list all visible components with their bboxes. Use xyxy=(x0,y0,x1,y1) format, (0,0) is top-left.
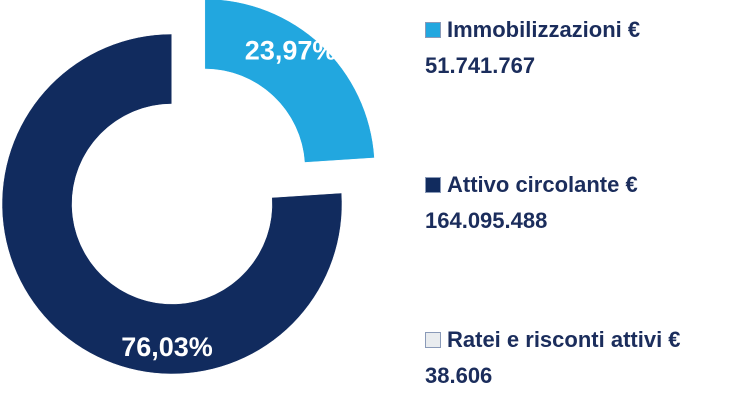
legend-entry: Attivo circolante € 164.095.488 xyxy=(425,167,725,239)
legend-label: Attivo circolante € 164.095.488 xyxy=(425,172,638,233)
legend-label: Immobilizzazioni € 51.741.767 xyxy=(425,17,641,78)
legend-entry: Immobilizzazioni € 51.741.767 xyxy=(425,12,725,84)
legend-entry: Ratei e risconti attivi € 38.606 xyxy=(425,322,725,394)
doughnut-slice xyxy=(204,0,375,163)
legend-swatch xyxy=(425,332,441,348)
legend-swatch xyxy=(425,22,441,38)
legend-label: Ratei e risconti attivi € 38.606 xyxy=(425,327,681,388)
slice-label: 23,97% xyxy=(245,36,337,66)
doughnut-slice xyxy=(1,33,343,375)
slice-label: 76,03% xyxy=(121,332,213,362)
legend-swatch xyxy=(425,177,441,193)
